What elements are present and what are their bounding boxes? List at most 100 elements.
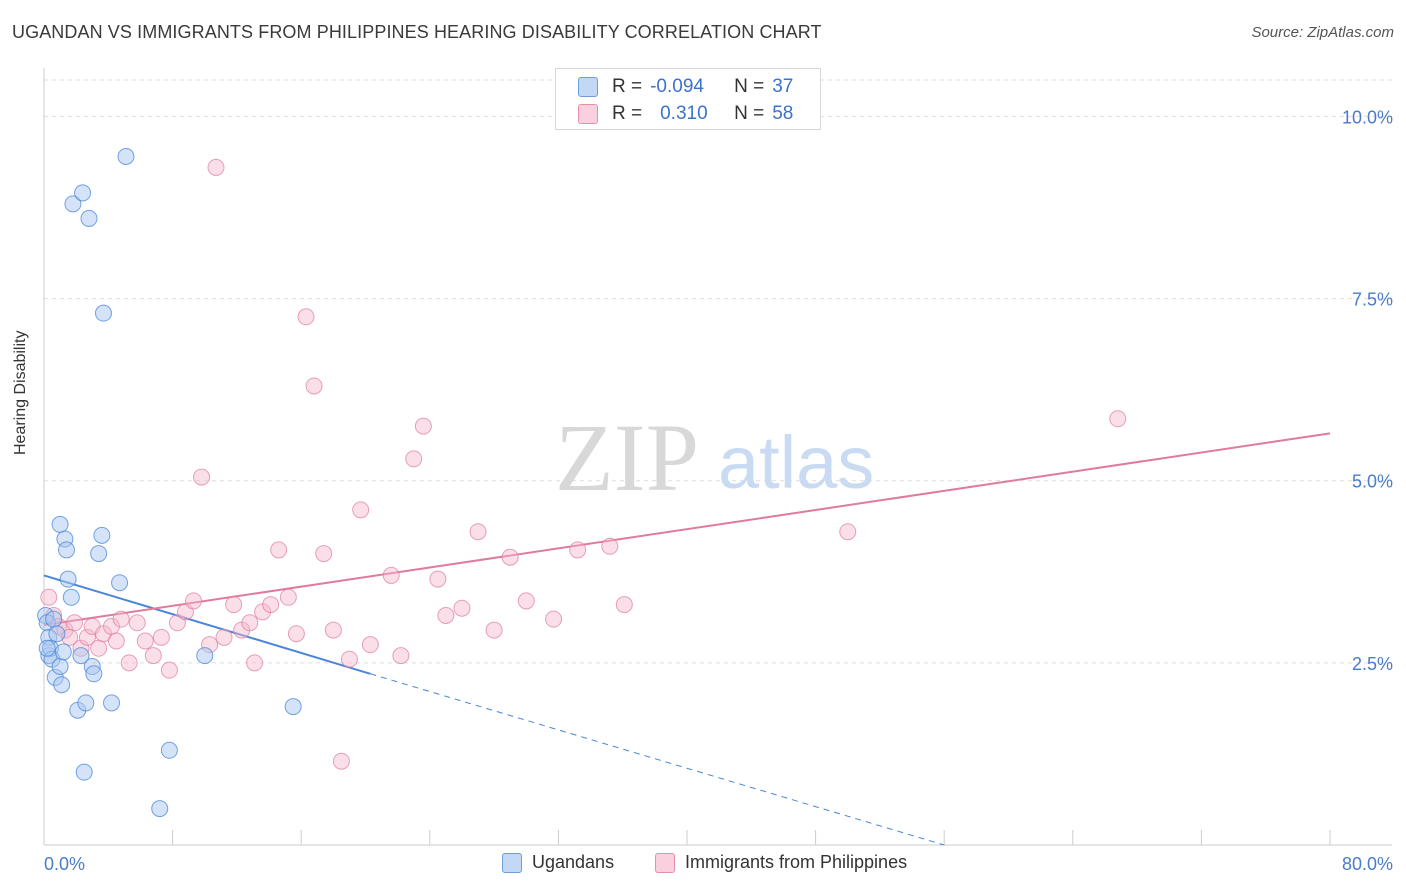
point-philippines (246, 654, 264, 672)
point-ugandans (284, 698, 302, 716)
trend-lines (43, 432, 1331, 846)
point-ugandans (74, 184, 92, 202)
point-philippines (270, 541, 288, 559)
point-philippines (66, 614, 84, 632)
point-ugandans (53, 676, 71, 694)
point-ugandans (75, 763, 93, 781)
point-ugandans (85, 665, 103, 683)
stats-row-philippines: R = 0.310 N = 58 (578, 101, 793, 127)
point-philippines (429, 570, 447, 588)
point-philippines (453, 599, 471, 617)
legend-swatch-pink (655, 852, 675, 873)
point-philippines (332, 752, 350, 770)
chart-title: UGANDAN VS IMMIGRANTS FROM PHILIPPINES H… (12, 22, 822, 42)
point-ugandans (64, 195, 82, 213)
point-ugandans (117, 148, 135, 165)
point-philippines (40, 588, 58, 606)
gridlines (44, 79, 1392, 664)
stats-r-value: 0.310 (660, 103, 708, 124)
point-philippines (601, 537, 619, 555)
y-tick-label: 10.0% (1342, 107, 1393, 127)
point-ugandans (38, 639, 56, 657)
point-philippines (501, 548, 519, 566)
legend-item-philippines[interactable]: Immigrants from Philippines (655, 852, 907, 873)
point-philippines (297, 308, 315, 326)
point-ugandans (151, 800, 169, 818)
point-ugandans (59, 570, 77, 588)
trend-line-ugandans-extrapolated (370, 673, 945, 846)
point-ugandans (48, 625, 66, 643)
point-philippines (215, 628, 233, 646)
point-philippines (90, 639, 108, 657)
stats-n-value: 37 (772, 76, 794, 97)
y-tick-label: 5.0% (1352, 472, 1393, 492)
point-ugandans (90, 545, 108, 563)
point-philippines (569, 541, 587, 559)
legend-label-ugandans: Ugandans (532, 852, 615, 872)
stats-n-label: N = (734, 76, 765, 97)
y-tick-label: 7.5% (1352, 290, 1393, 310)
legend-item-ugandans[interactable]: Ugandans (502, 852, 614, 873)
point-philippines (615, 596, 633, 614)
watermark-atlas: atlas (718, 421, 874, 504)
point-philippines (382, 566, 400, 584)
stats-row-ugandans: R = -0.094 N = 37 (578, 74, 793, 100)
point-philippines (392, 647, 410, 665)
point-ugandans (62, 588, 80, 606)
point-ugandans (72, 647, 90, 665)
point-ugandans (77, 694, 95, 712)
legend: Ugandans Immigrants from Philippines (0, 852, 1406, 878)
source-label: Source: ZipAtlas.com (1251, 24, 1394, 41)
point-philippines (545, 610, 563, 628)
point-philippines (78, 628, 96, 646)
trend-line-philippines (43, 432, 1331, 626)
stats-swatch-blue (578, 77, 598, 97)
point-philippines (160, 661, 178, 679)
point-ugandans (51, 658, 69, 675)
x-tick-label-min: 0.0% (44, 854, 85, 874)
point-philippines (128, 614, 146, 632)
point-philippines (287, 625, 305, 643)
stats-n-label: N = (734, 103, 765, 124)
point-philippines (324, 621, 342, 639)
axes (43, 68, 1392, 846)
legend-label-philippines: Immigrants from Philippines (685, 852, 908, 872)
stats-r-value: -0.094 (650, 76, 704, 97)
point-philippines (120, 654, 138, 672)
y-tick-label: 2.5% (1352, 654, 1393, 674)
point-philippines (262, 596, 280, 614)
point-ugandans (160, 741, 178, 759)
point-philippines (136, 632, 154, 650)
point-philippines (305, 377, 323, 395)
point-philippines (279, 588, 297, 606)
point-philippines (361, 636, 379, 654)
watermark: ZIP atlas (555, 404, 874, 511)
point-philippines (517, 592, 535, 610)
point-philippines (485, 621, 503, 639)
stats-r-label: R = (612, 103, 643, 124)
point-philippines (225, 596, 243, 614)
point-philippines (405, 450, 423, 468)
point-ugandans (80, 209, 98, 227)
point-philippines (207, 158, 225, 176)
point-philippines (241, 614, 259, 632)
legend-swatch-blue (502, 852, 522, 873)
stats-swatch-pink (578, 104, 598, 124)
point-ugandans (58, 541, 76, 559)
point-philippines (112, 610, 130, 628)
point-ugandans (111, 574, 129, 592)
stats-r-label: R = (612, 76, 643, 97)
watermark-zip: ZIP (555, 404, 699, 511)
point-ugandans (93, 526, 111, 544)
x-tick-label-max: 80.0% (1342, 854, 1393, 874)
y-axis-label: Hearing Disability (12, 330, 29, 456)
point-philippines (469, 523, 487, 541)
point-ugandans (94, 304, 112, 322)
tick-labels: 2.5% 5.0% 7.5% 10.0% 0.0% 80.0% (44, 107, 1393, 874)
point-philippines (839, 523, 857, 541)
stats-n-value: 58 (772, 103, 794, 124)
data-points (37, 148, 1127, 818)
point-ugandans (103, 694, 121, 712)
point-philippines (414, 417, 432, 435)
point-philippines (152, 628, 170, 646)
